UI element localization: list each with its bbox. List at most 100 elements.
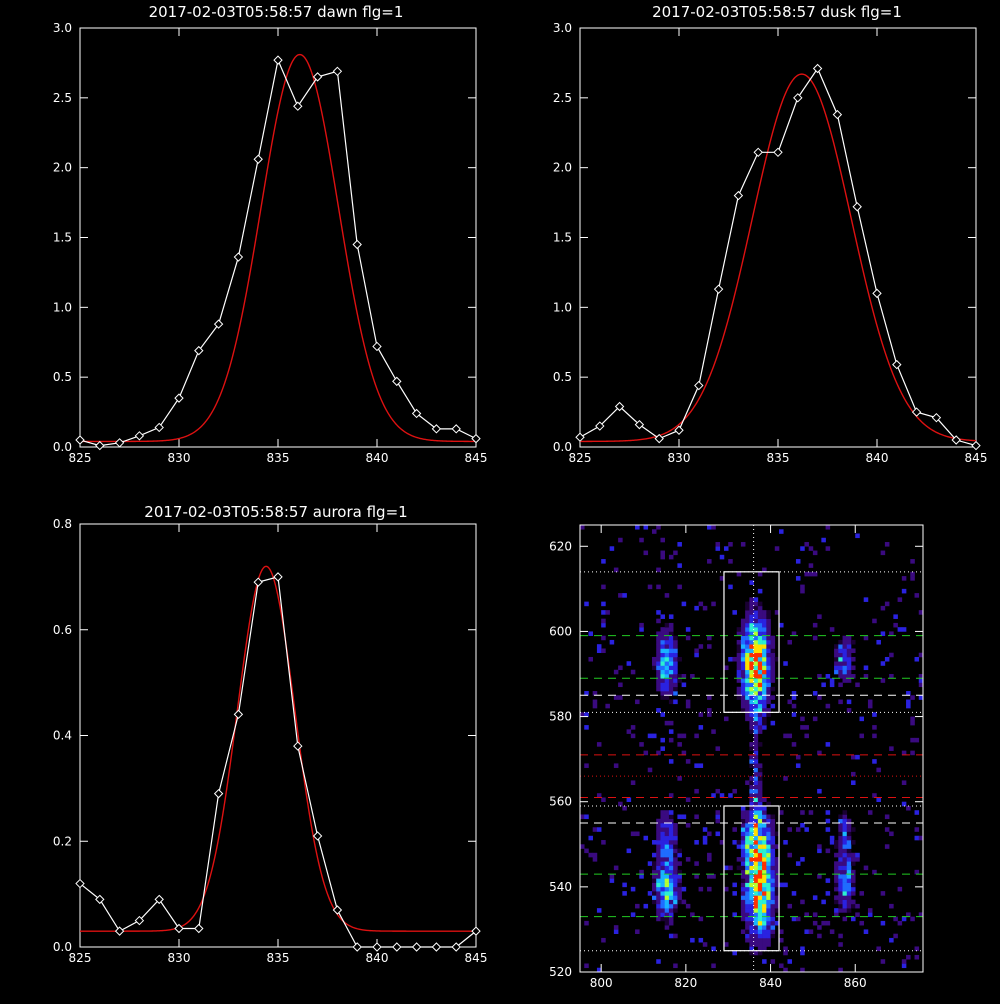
heatmap-cell: [618, 801, 623, 807]
heatmap-cell: [668, 869, 674, 875]
data-point-diamond: [194, 345, 204, 356]
heatmap-cell: [707, 635, 712, 641]
heatmap-cell: [774, 891, 780, 896]
heatmap-cell: [715, 746, 721, 751]
heatmap-cell: [842, 665, 848, 671]
data-line: [79, 58, 477, 447]
heatmap-cell: [800, 546, 805, 551]
heatmap-cell: [681, 886, 687, 892]
heatmap-cell: [757, 827, 763, 832]
heatmap-cell: [647, 767, 653, 773]
heatmap-cell: [825, 818, 831, 824]
heatmap-cell: [707, 874, 712, 879]
heatmap-cell: [842, 916, 848, 922]
heatmap-cell: [914, 737, 920, 743]
heatmap-cell: [656, 678, 661, 683]
heatmap-cell: [651, 882, 657, 888]
heatmap-guide-lines: [580, 525, 923, 972]
heatmap-cell: [656, 635, 661, 641]
heatmap-cell: [685, 857, 691, 862]
heatmap-cell: [766, 635, 771, 641]
heatmap-cell: [745, 840, 750, 845]
heatmap-cell: [774, 874, 780, 879]
heatmap-cell: [673, 550, 678, 556]
heatmap-cell: [753, 891, 759, 896]
x-tick-label: 845: [965, 451, 988, 465]
heatmap-cell: [749, 691, 754, 696]
heatmap-cell: [656, 869, 661, 875]
heatmap-cell: [762, 818, 767, 824]
heatmap-cell: [851, 771, 856, 777]
heatmap-cell: [668, 674, 674, 679]
heatmap-cell: [808, 546, 814, 551]
heatmap-cell: [834, 878, 839, 883]
heatmap-cell: [690, 912, 695, 917]
heatmap-cell: [770, 827, 776, 832]
heatmap-cell: [749, 699, 754, 705]
heatmap-cell: [834, 840, 839, 845]
heatmap-cell: [660, 814, 665, 820]
heatmap-cell: [855, 754, 860, 760]
heatmap-cell: [846, 903, 852, 909]
heatmap-cell: [681, 899, 687, 905]
heatmap-cell: [834, 869, 839, 875]
heatmap-cell: [753, 678, 759, 683]
x-tick-label: 840: [366, 451, 389, 465]
data-point-diamond: [213, 319, 224, 329]
heatmap-cell: [846, 857, 852, 862]
heatmap-cell: [753, 725, 759, 730]
heatmap-cell: [846, 635, 852, 641]
heatmap-cell: [804, 912, 809, 917]
heatmap-cell: [914, 869, 920, 875]
heatmap-cell: [668, 835, 674, 841]
heatmap-cell: [749, 857, 754, 862]
heatmap-cell: [711, 793, 716, 798]
heatmap-cell: [656, 584, 661, 590]
heatmap-cell: [766, 682, 771, 688]
region-box: [723, 805, 780, 952]
heatmap-cell: [580, 814, 585, 820]
y-tick-label: 0.8: [53, 517, 72, 531]
heatmap-cell: [851, 852, 856, 858]
fit-curve: [580, 73, 977, 443]
data-point-diamond: [674, 425, 684, 435]
heatmap-cell: [745, 652, 750, 658]
heatmap-cell: [749, 810, 754, 815]
heatmap-cell: [745, 674, 750, 679]
heatmap-cell: [749, 686, 754, 692]
heatmap-cell: [677, 678, 682, 683]
heatmap-cell: [694, 874, 699, 879]
heatmap-cell: [664, 852, 670, 858]
heatmap-cell: [668, 886, 674, 892]
heatmap-cell: [846, 895, 852, 900]
heatmap-cell: [660, 656, 665, 662]
heatmap-cell: [757, 635, 763, 641]
heatmap-cell: [766, 712, 771, 717]
heatmap-cell: [630, 780, 636, 785]
heatmap-cell: [795, 754, 801, 760]
data-point-diamond: [431, 942, 442, 952]
heatmap-cell: [740, 652, 746, 658]
heatmap-cell: [677, 886, 682, 892]
heatmap-cell: [596, 644, 602, 649]
heatmap-cell: [677, 542, 682, 547]
heatmap-cell: [753, 737, 759, 743]
heatmap-cell: [770, 831, 776, 837]
heatmap-cell: [800, 810, 805, 815]
heatmap-cell: [829, 929, 835, 934]
heatmap-cell: [588, 852, 593, 858]
heatmap-cell: [673, 848, 678, 854]
heatmap-cell: [707, 708, 712, 713]
heatmap-cell: [745, 818, 750, 824]
heatmap-cell: [745, 857, 750, 862]
heatmap-cell: [664, 848, 670, 854]
heatmap-cell: [757, 848, 763, 854]
heatmap-cell: [753, 780, 759, 785]
heatmap-cell: [673, 963, 678, 969]
heatmap-cell: [740, 899, 746, 905]
heatmap-cell: [673, 831, 678, 837]
heatmap-cell: [732, 788, 737, 794]
heatmap-cell: [626, 848, 632, 854]
heatmap-cell: [715, 818, 721, 824]
heatmap-cell: [880, 631, 886, 636]
